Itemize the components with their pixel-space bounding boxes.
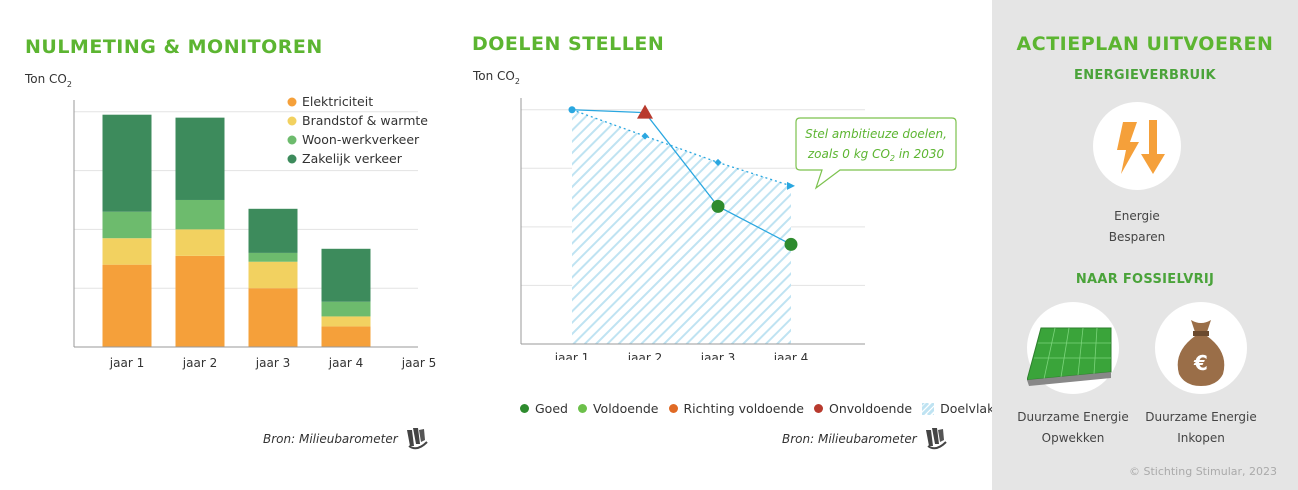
- legend-goed-label: Goed: [535, 401, 568, 416]
- target-point: [641, 132, 649, 140]
- energy-saving-circle: [1093, 102, 1181, 190]
- bar-segment: [175, 229, 225, 256]
- money-caption-2: Inkopen: [1177, 431, 1225, 445]
- legend-goed-dot: [520, 404, 529, 413]
- section-energieverbruik: ENERGIEVERBRUIK: [1074, 68, 1216, 83]
- bar-segment: [102, 264, 152, 347]
- bar-segment: [102, 114, 152, 212]
- milieubarometer-logo: [407, 428, 428, 450]
- legend-onvoldoende-dot: [814, 404, 823, 413]
- left-legend: Elektriciteit Brandstof & warmte Woon-werk…: [287, 94, 428, 166]
- legend-doelvlak-label: Doelvlak: [940, 401, 995, 416]
- left-legend-swatch: [287, 97, 297, 107]
- bar-segment: [248, 252, 298, 262]
- money-caption-1: Duurzame Energie: [1145, 410, 1257, 424]
- bar-segment: [102, 211, 152, 239]
- legend-voldoende-label: Voldoende: [592, 401, 659, 416]
- bar-segment: [175, 199, 225, 230]
- series-line-realisatie: [571, 109, 792, 246]
- left-bar-chart: Ton CO2 jaar 1 jaar 2 jaar 3 jaar 4 jaar 5 E…: [24, 72, 436, 370]
- middle-x-tick-label: jaar 4: [773, 351, 808, 360]
- start-point: [568, 106, 576, 114]
- bar-segment: [102, 238, 152, 265]
- left-legend-swatch: [287, 135, 297, 145]
- bar-segment: [175, 255, 225, 347]
- middle-points: [568, 104, 798, 251]
- left-yaxis-label: Ton CO2: [24, 72, 72, 89]
- solar-caption: Duurzame Energie Opwekken: [1014, 407, 1132, 449]
- target-area: [572, 109, 791, 344]
- bar-segment: [248, 288, 298, 347]
- left-legend-label: Elektriciteit: [302, 94, 373, 109]
- status-point-goed: [784, 237, 798, 251]
- milieubarometer-logo-2: [926, 428, 947, 450]
- solar-caption-1: Duurzame Energie: [1017, 410, 1129, 424]
- energy-saving-icon: [1117, 120, 1165, 174]
- legend-onvoldoende-label: Onvoldoende: [829, 401, 913, 416]
- status-point-goed: [711, 199, 725, 213]
- energy-saving-caption-2: Besparen: [1108, 230, 1166, 244]
- series-line-doelvlak: [571, 109, 792, 187]
- left-x-tick-label: jaar 1: [109, 356, 144, 370]
- callout-text-2: zoals 0 kg CO2 in 2030: [807, 147, 945, 163]
- middle-x-tick-label: jaar 1: [554, 351, 589, 360]
- legend-goed: Goed: [520, 401, 568, 416]
- action-plan-panel: ACTIEPLAN UITVOEREN ENERGIEVERBRUIK Ener…: [992, 0, 1298, 490]
- right-panel-title: ACTIEPLAN UITVOEREN: [1016, 33, 1274, 55]
- copyright: © Stichting Stimular, 2023: [1129, 465, 1278, 478]
- bar-segment: [175, 117, 225, 200]
- left-panel-title: NULMETING & MONITOREN: [25, 36, 323, 58]
- left-legend-label: Zakelijk verkeer: [302, 151, 403, 166]
- left-x-tick-labels: jaar 1 jaar 2 jaar 3 jaar 4 jaar 5: [109, 356, 436, 370]
- left-bars: [102, 114, 371, 347]
- bar-segment: [248, 261, 298, 289]
- legend-voldoende-dot: [577, 404, 587, 413]
- left-legend-swatch: [287, 154, 297, 164]
- middle-legend: Goed Voldoende Richting voldoende Onvold…: [520, 401, 994, 416]
- legend-onvoldoende: Onvoldoende: [814, 401, 912, 416]
- energy-saving-caption-1: Energie: [1114, 209, 1160, 223]
- left-x-tick-label: jaar 2: [182, 356, 217, 370]
- money-bag-icon: €: [1177, 320, 1225, 386]
- section-fossielvrij: NAAR FOSSIELVRIJ: [1075, 272, 1215, 287]
- callout-text-1: Stel ambitieuze doelen,: [805, 127, 947, 141]
- left-legend-label: Woon-werkverkeer: [302, 132, 420, 147]
- target-point: [714, 158, 722, 166]
- left-x-tick-label: jaar 3: [255, 356, 290, 370]
- bar-segment: [321, 301, 371, 317]
- left-x-tick-label: jaar 4: [328, 356, 363, 370]
- solar-panel-icon: [1026, 327, 1112, 386]
- bar-segment: [321, 316, 371, 327]
- legend-doelvlak-swatch: [922, 402, 935, 415]
- left-source: Bron: Milieubarometer: [263, 432, 398, 446]
- middle-line-chart: Ton CO2 jaar 1 jaar 2 jaar 3 jaar 4 Stel am…: [472, 69, 957, 360]
- legend-richting-label: Richting voldoende: [683, 401, 805, 416]
- status-point-onvoldoende: [637, 104, 653, 119]
- target-arrow: [787, 181, 795, 190]
- legend-voldoende: Voldoende: [577, 401, 659, 416]
- middle-panel-title: DOELEN STELLEN: [472, 33, 665, 55]
- money-bag-circle: €: [1155, 302, 1247, 394]
- solar-circle: [1026, 302, 1119, 394]
- legend-richting: Richting voldoende: [668, 401, 805, 416]
- middle-x-tick-labels: jaar 1 jaar 2 jaar 3 jaar 4: [554, 351, 808, 360]
- bar-segment: [321, 326, 371, 347]
- bar-segment: [248, 208, 298, 253]
- middle-x-tick-label: jaar 3: [700, 351, 735, 360]
- legend-richting-dot: [668, 404, 678, 413]
- legend-doelvlak: Doelvlak: [922, 401, 994, 416]
- middle-series-lines: [571, 109, 792, 246]
- left-x-tick-label: jaar 5: [401, 356, 436, 370]
- money-caption: Duurzame Energie Inkopen: [1142, 407, 1260, 449]
- bar-segment: [321, 248, 371, 302]
- callout-bubble: Stel ambitieuze doelen, zoals 0 kg CO2 i…: [795, 117, 957, 190]
- middle-x-tick-label: jaar 2: [627, 351, 662, 360]
- middle-yaxis-label: Ton CO2: [472, 69, 520, 86]
- euro-symbol: €: [1193, 351, 1208, 375]
- middle-source: Bron: Milieubarometer: [782, 432, 917, 446]
- solar-caption-2: Opwekken: [1041, 431, 1105, 445]
- energy-saving-caption: Energie Besparen: [1077, 206, 1197, 248]
- left-legend-label: Brandstof & warmte: [302, 113, 428, 128]
- left-legend-swatch: [287, 116, 297, 126]
